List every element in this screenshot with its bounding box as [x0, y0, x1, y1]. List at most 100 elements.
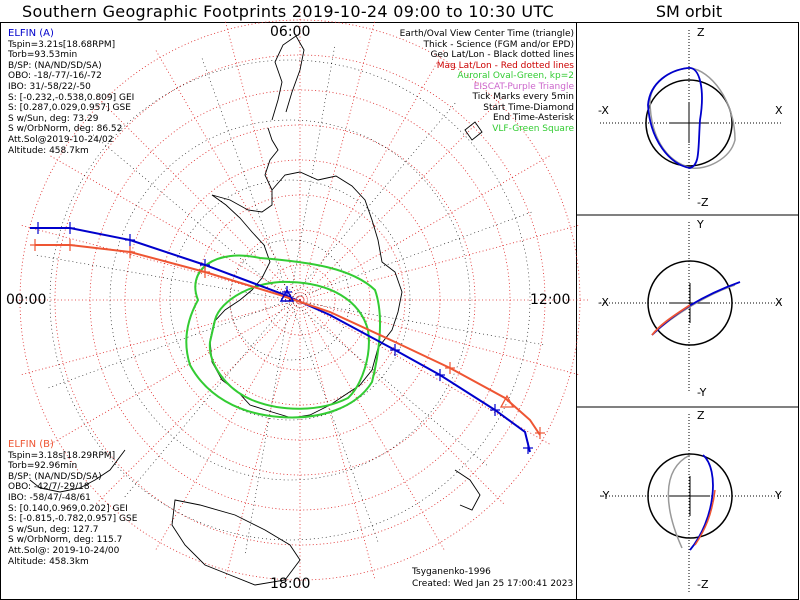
elfin-b-info: ELFIN (B) Tspin=3.18s[18.29RPM] Torb=92.… [8, 439, 138, 567]
geo-longitude-line [122, 299, 291, 500]
elfin-b-line: IBO: -58/47/-48/61 [8, 492, 91, 503]
mag-longitude-line [299, 19, 376, 301]
continent-outlines [29, 35, 483, 586]
geo-longitude-line [289, 299, 547, 346]
mag-longitude-line [299, 299, 376, 581]
mag-longitude-line [48, 154, 301, 301]
sm-panel-yz [600, 414, 782, 592]
geo-longitude-line [289, 43, 336, 301]
geo-longitude-line [289, 210, 535, 301]
sm1-bottom-label: -Z [697, 196, 709, 209]
elfin-b-line: Att.Sol@: 2019-10-24/00 [8, 545, 120, 556]
mag-longitude-line [224, 19, 301, 301]
peninsula-outline [264, 127, 279, 191]
elfin-a-line: Altitude: 458.7km [8, 145, 89, 156]
elfin-a-line: OBO: -18/-77/-16/-72 [8, 71, 102, 82]
mag-longitude-line [224, 299, 301, 581]
elfin-a-line: S: [-0.232,-0.538,0.809] GEI [8, 92, 135, 103]
elfin-b-line: S: [-0.815,-0.782,0.957] GSE [8, 514, 138, 525]
geo-longitude-line [45, 299, 291, 390]
geo-longitude-line [289, 100, 458, 301]
mag-longitude-line [299, 299, 581, 376]
auroral-ovals [185, 254, 381, 419]
legend-item: Mag Lat/Lon - Red dotted lines [436, 60, 574, 71]
legend-item: Tick Marks every 5min [472, 92, 574, 102]
elfin-b-center-triangle [499, 394, 515, 408]
geo-latitude-circle [49, 59, 531, 541]
page-title: Southern Geographic Footprints 2019-10-2… [22, 2, 554, 21]
elfin-a-center-triangle [279, 288, 295, 302]
sm2-bottom-label: -Y [697, 386, 707, 399]
elfin-b-name: ELFIN (B) [8, 439, 54, 450]
mag-longitude-line [48, 299, 301, 446]
mag-longitude-line [299, 94, 506, 301]
mag-longitude-line [299, 154, 552, 301]
legend-item: Start Time-Diamond [483, 102, 574, 113]
elfin-b-line: Tspin=3.18s[18.29RPM] [8, 450, 116, 461]
antarctica-outline [209, 171, 403, 419]
mag-longitude-line [154, 299, 301, 552]
elfin-b-line: OBO: -42/7/-29/18 [8, 482, 90, 493]
hour-label-left: 00:00 [6, 292, 47, 308]
mag-longitude-line [299, 299, 506, 506]
legend-item: VLF-Green Square [492, 123, 574, 134]
elfin-a-track [30, 227, 531, 453]
elfin-b-line: B/SP: (NA/ND/SD/SA) [8, 471, 102, 482]
hour-label-top: 06:00 [270, 24, 311, 40]
geo-longitude-line [33, 254, 291, 301]
sm1-left-label: -X [598, 104, 609, 117]
mag-longitude-line [154, 48, 301, 301]
elfin-a-line: B/SP: (NA/ND/SD/SA) [8, 60, 102, 71]
sm-panel-xz [600, 30, 782, 200]
sm1-top-label: Z [697, 26, 705, 39]
inner-oval [208, 280, 370, 410]
hour-label-right: 12:00 [530, 292, 571, 308]
elfin-a-line: S w/OrbNorm, deg: 86.52 [8, 124, 123, 135]
model-credit: Tsyganenko-1996 [412, 567, 491, 577]
elfin-a-line: S: [0.287,0.029,0.957] GSE [8, 103, 131, 114]
legend-item: Geo Lat/Lon - Black dotted lines [430, 50, 574, 60]
mag-longitude-line [19, 299, 301, 376]
legend-item: End Time-Asterisk [492, 113, 574, 123]
hour-label-bottom: 18:00 [270, 576, 311, 592]
africa-outline [29, 449, 126, 493]
geo-longitude-line [289, 299, 490, 468]
elfin-b-line: S w/Sun, deg: 127.7 [8, 524, 99, 535]
legend-item: Earth/Oval View Center Time (triangle) [399, 29, 574, 39]
elfin-a-line: Att.Sol@2019-10-24/02 [8, 134, 114, 145]
geo-longitude-line [200, 55, 291, 301]
sm3-top-label: Z [697, 409, 705, 422]
sm-panel-xy [600, 222, 782, 392]
mag-grid [10, 10, 590, 590]
sm2-left-label: -X [598, 296, 609, 309]
nz-outline [454, 469, 481, 511]
elfin-b-ticks [30, 239, 545, 439]
south-america-outline [271, 35, 305, 121]
legend: Earth/Oval View Center Time (triangle) T… [400, 29, 574, 134]
mag-longitude-line [94, 94, 301, 301]
elfin-b-line: S: [0.140,0.969,0.202] GEI [8, 503, 128, 514]
sm2-right-label: X [775, 296, 783, 309]
elfin-b-line: S w/OrbNorm, deg: 115.7 [8, 535, 123, 546]
geo-longitude-line [244, 299, 291, 557]
sm-orbit-title: SM orbit [655, 2, 723, 21]
elfin-a-line: Tspin=3.21s[18.68RPM] [8, 39, 116, 50]
legend-item: EISCAT-Purple Triangle [473, 81, 574, 92]
sm-frame [576, 22, 799, 600]
mag-longitude-line [94, 299, 301, 506]
elfin-a-info: ELFIN (A) Tspin=3.21s[18.68RPM] Torb=93.… [8, 28, 135, 156]
legend-item: Auroral Oval-Green, kp=2 [457, 71, 574, 81]
geo-longitude-line [90, 132, 291, 301]
elfin-a-ticks [33, 222, 533, 454]
elfin-b-line: Altitude: 458.3km [8, 556, 89, 567]
island-outline-1 [464, 121, 483, 141]
sm3-right-label: Y [775, 489, 782, 502]
geo-longitude-line [289, 299, 380, 545]
sm2-top-label: Y [697, 218, 704, 231]
legend-item: Thick - Science (FGM and/or EPD) [423, 39, 574, 50]
mag-longitude-line [299, 48, 446, 301]
sm1-right-label: X [775, 104, 783, 117]
elfin-a-line: IBO: 31/-58/22/-50 [8, 81, 91, 92]
sm3-left-label: -Y [600, 489, 610, 502]
